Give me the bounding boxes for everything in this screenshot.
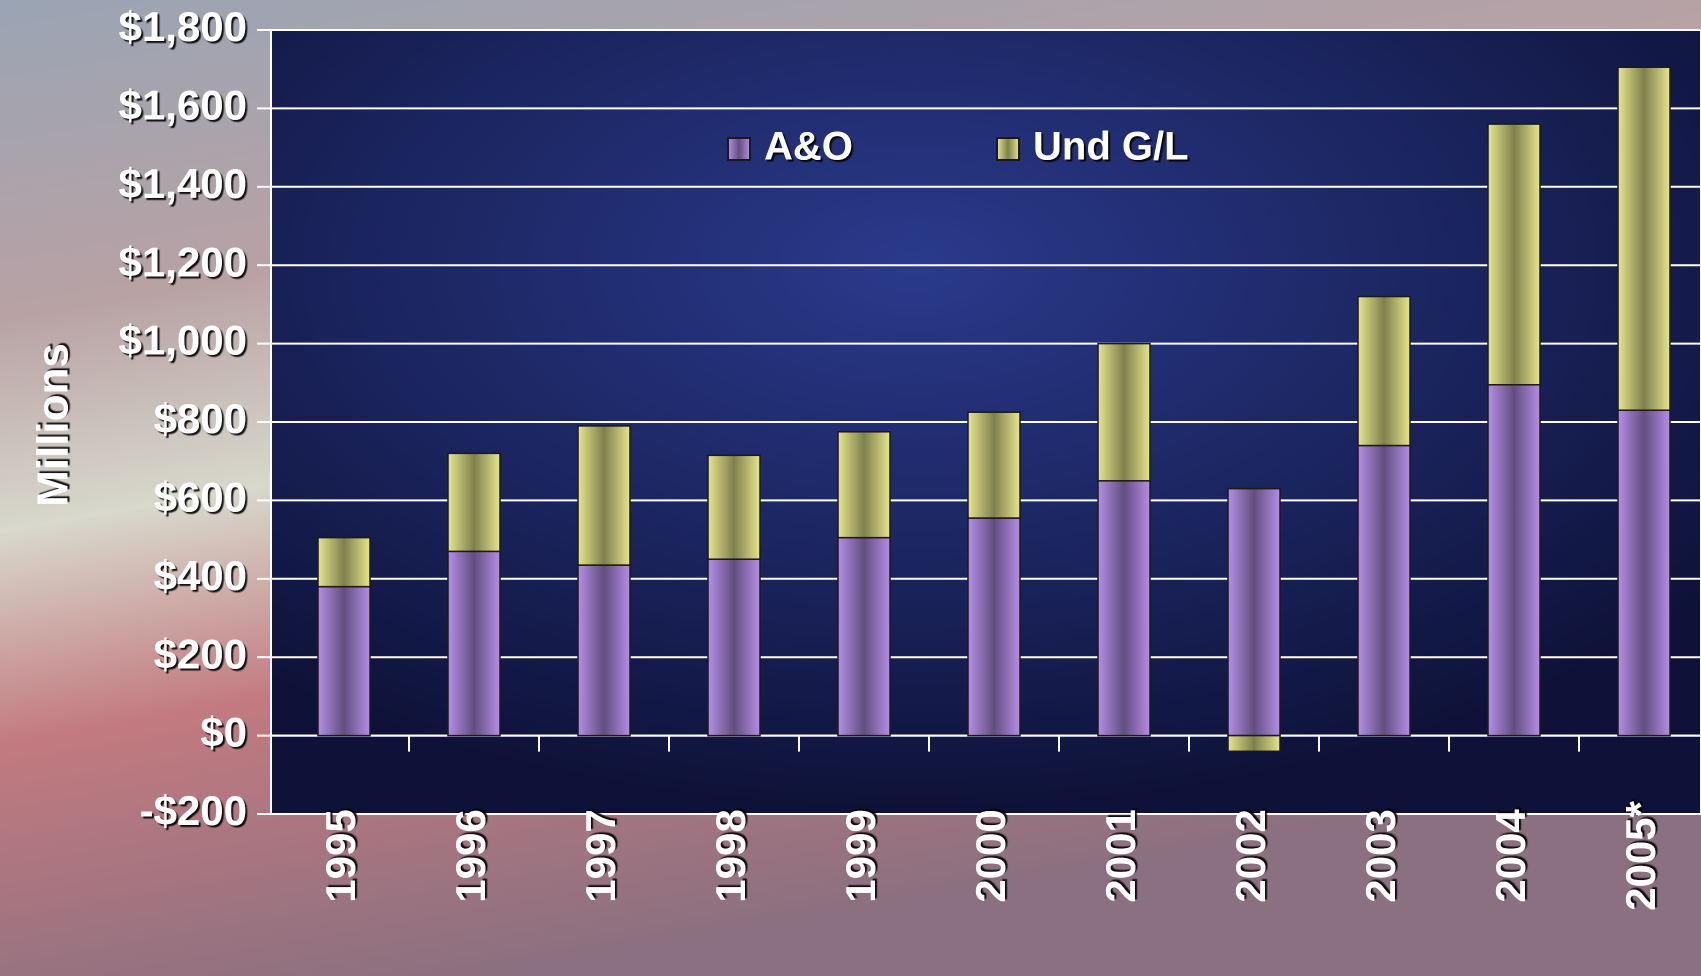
y-tick-label: $600: [154, 473, 247, 520]
y-axis-label: Millions: [29, 343, 78, 507]
bar-segment: [1487, 123, 1541, 386]
bar-segment: [317, 536, 371, 588]
bar-segment: [1097, 480, 1151, 737]
bar-segment: [317, 585, 371, 737]
x-tick-label: 2004: [1487, 809, 1534, 903]
bar-segment: [1617, 66, 1671, 411]
bar-segment: [1227, 487, 1281, 737]
legend-label: A&O: [764, 125, 853, 169]
y-tick-label: $200: [154, 630, 247, 677]
y-tick-label: $1,400: [119, 160, 247, 207]
x-tick-label: 1998: [707, 809, 754, 902]
legend-swatch: [996, 137, 1020, 161]
bar-segment: [707, 454, 761, 560]
y-tick-label: $1,000: [119, 317, 247, 364]
y-tick-label: $0: [200, 709, 247, 756]
x-tick-label: 2002: [1227, 809, 1274, 902]
y-tick-label: $1,200: [119, 238, 247, 285]
bar-segment: [577, 425, 631, 566]
x-tick-label: 2000: [967, 809, 1014, 902]
x-tick-label: 1999: [837, 809, 884, 902]
bar-segment: [1487, 384, 1541, 737]
legend-swatch: [727, 137, 751, 161]
bar-segment: [577, 564, 631, 737]
x-tick-label: 2005*: [1617, 800, 1664, 910]
bar-segment: [967, 517, 1021, 737]
y-tick-label: $800: [154, 395, 247, 442]
y-tick-label: $400: [154, 552, 247, 599]
y-tick-label: -$200: [140, 787, 247, 834]
x-tick-label: 1996: [447, 809, 494, 902]
legend-label: Und G/L: [1033, 125, 1189, 169]
bar-segment: [1617, 409, 1671, 737]
bar-segment: [967, 411, 1021, 519]
x-tick-label: 2003: [1357, 809, 1404, 902]
bar-segment: [1357, 444, 1411, 737]
bar-segment: [1097, 342, 1151, 482]
bar-segment: [1357, 295, 1411, 447]
x-tick-label: 2001: [1097, 809, 1144, 902]
x-tick-label: 1995: [317, 809, 364, 902]
bar-segment: [837, 536, 891, 737]
bar-segment: [447, 452, 501, 553]
y-tick-label: $1,800: [119, 3, 247, 50]
y-tick-label: $1,600: [119, 81, 247, 128]
x-tick-label: 1997: [577, 809, 624, 902]
bar-segment: [447, 550, 501, 737]
bar-segment: [837, 431, 891, 539]
bar-segment: [707, 558, 761, 737]
bar-segment: [1227, 734, 1281, 753]
